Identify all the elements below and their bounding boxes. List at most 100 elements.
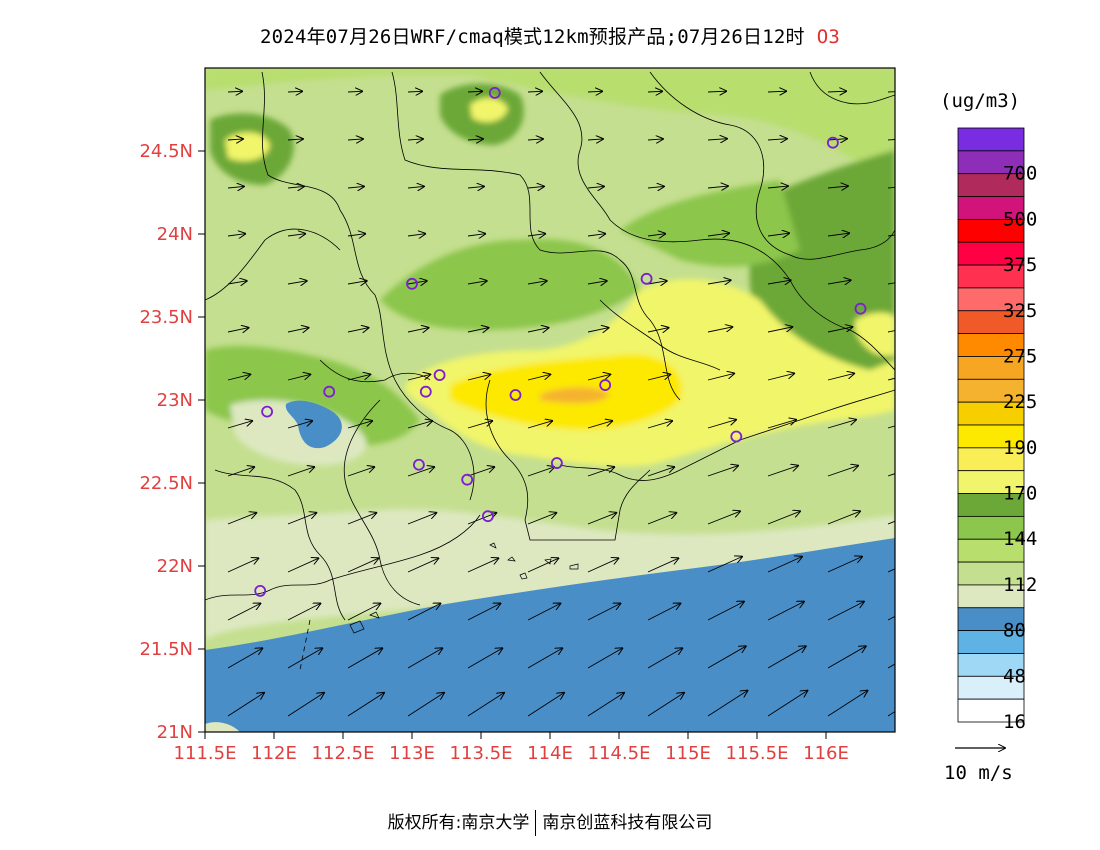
wind-arrow	[227, 603, 260, 621]
wind-arrow	[707, 186, 728, 188]
wind-arrow	[767, 466, 798, 477]
station-marker	[488, 87, 501, 99]
boundary-line	[599, 299, 721, 371]
wind-arrow	[287, 91, 302, 92]
lon-tick-label: 114.5E	[588, 743, 651, 764]
wind-arrow	[707, 420, 736, 429]
wind-arrow	[527, 328, 548, 332]
lon-tick-label: 116E	[803, 743, 849, 764]
wind-arrow	[647, 603, 680, 621]
wind-arrow	[707, 327, 732, 333]
lat-tick-label: 21.5N	[139, 639, 193, 660]
wind-arrow	[347, 558, 378, 573]
wind-arrow	[707, 280, 731, 284]
wind-arrow	[527, 558, 558, 573]
station-marker	[509, 389, 522, 401]
wind-arrow	[887, 568, 895, 573]
wind-arrow	[287, 421, 312, 429]
wind-arrow	[287, 467, 314, 477]
legend-label: 325	[1003, 300, 1037, 322]
wind-arrow	[527, 281, 547, 284]
boundary-line	[559, 389, 895, 481]
wind-arrow	[287, 603, 320, 621]
wind-arrow	[287, 513, 316, 525]
wind-arrow	[707, 511, 740, 525]
wind-arrow	[527, 139, 543, 140]
station-marker	[261, 405, 274, 418]
wind-arrow	[827, 280, 851, 284]
wind-arrow	[407, 603, 440, 621]
wind-arrow	[587, 328, 608, 332]
wind-arrow	[827, 373, 854, 381]
wind-arrow	[767, 139, 787, 140]
station-marker	[323, 385, 336, 398]
wind-arrow	[227, 513, 256, 525]
wind-arrow	[287, 234, 305, 236]
wind-arrow	[707, 233, 729, 236]
wind-arrow	[647, 648, 682, 669]
legend-label: 275	[1003, 345, 1037, 367]
wind-arrow	[887, 377, 895, 381]
lon-tick-label: 114E	[527, 743, 573, 764]
boundary-line	[809, 71, 895, 105]
wind-arrow	[347, 281, 367, 284]
station-marker	[730, 430, 743, 443]
station-marker	[827, 136, 839, 149]
wind-arrow	[587, 558, 618, 573]
field-zone-ocean	[205, 538, 895, 732]
wind-arrow	[287, 693, 324, 717]
boundary-line	[649, 71, 895, 260]
wind-arrow	[587, 281, 607, 284]
wind-arrow	[587, 234, 605, 236]
wind-arrow	[407, 467, 434, 477]
wind-arrow	[827, 646, 866, 669]
lon-tick-label: 115.5E	[726, 743, 789, 764]
wind-arrow	[827, 511, 860, 525]
wind-arrow	[407, 234, 425, 236]
species-label: O3	[816, 26, 840, 48]
wind-arrow	[527, 693, 564, 717]
wind-arrow	[587, 421, 612, 429]
wind-arrow	[767, 186, 788, 188]
wind-arrow	[527, 648, 562, 669]
wind-arrow	[527, 467, 554, 477]
wind-arrow	[647, 558, 678, 573]
wind-arrow	[347, 603, 380, 621]
legend-label: 80	[1003, 620, 1026, 642]
wind-arrow	[227, 421, 252, 429]
legend-swatch	[957, 127, 1025, 152]
boundary-line	[205, 514, 481, 601]
wind-arrow	[407, 374, 430, 381]
station-marker	[854, 302, 867, 315]
wind-arrow	[407, 91, 422, 92]
wind-arrow	[827, 327, 852, 333]
lon-tick-label: 113.5E	[450, 743, 513, 764]
boundary-line	[261, 71, 475, 501]
wind-arrow	[587, 186, 604, 188]
legend-label: 48	[1003, 665, 1026, 687]
lat-tick-label: 24.5N	[139, 141, 193, 162]
wind-arrow	[287, 648, 322, 669]
wind-arrow	[347, 91, 362, 92]
legend: (ug/m3) 10 m/s 700 500 375 325 275 225 190 170 1…	[940, 90, 1037, 784]
island	[349, 620, 365, 634]
wind-arrow	[467, 374, 490, 381]
wind-ref-label: 10 m/s	[944, 762, 1013, 784]
boundary-line	[391, 71, 681, 401]
island	[569, 563, 579, 570]
wind-arrow	[827, 557, 862, 573]
lat-tick-label: 24N	[157, 224, 193, 245]
wind-arrow	[887, 186, 895, 189]
wind-arrow	[287, 328, 308, 332]
wind-arrow	[707, 466, 738, 477]
wind-arrow	[647, 281, 667, 284]
wind-arrow	[227, 467, 254, 477]
lat-tick-label: 22N	[157, 556, 193, 577]
wind-arrow	[227, 234, 245, 236]
island	[507, 556, 516, 562]
wind-arrow	[287, 139, 303, 140]
wind-arrow	[347, 693, 384, 717]
wind-arrow	[467, 513, 496, 525]
wind-arrow	[767, 511, 800, 525]
